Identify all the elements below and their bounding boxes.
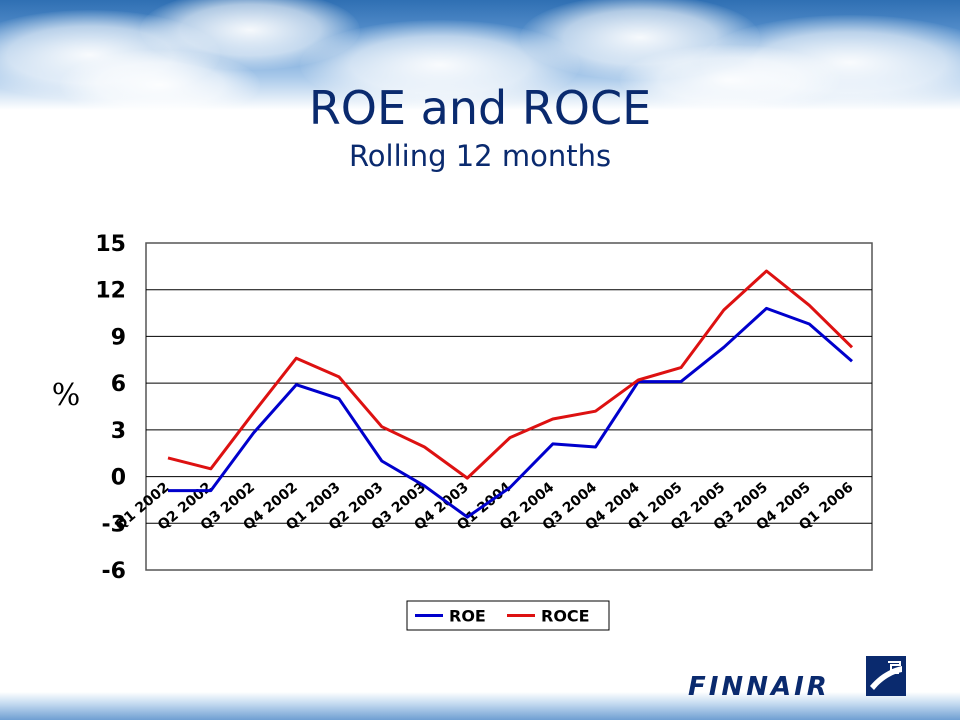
y-axis-label: %: [52, 378, 81, 413]
sky-banner: [0, 0, 960, 110]
brand-wordmark: FINNAIR: [688, 672, 830, 702]
y-tick-label: 9: [111, 325, 126, 350]
finnair-f-logo-icon: [866, 656, 906, 696]
y-tick-label: 6: [111, 372, 126, 397]
footer-bar: [0, 692, 960, 720]
y-tick-label: 0: [111, 466, 126, 491]
page-title: ROE and ROCE: [308, 81, 652, 135]
chart-legend: ROE ROCE: [406, 600, 610, 631]
plot-frame: [145, 242, 873, 571]
legend-label-roce: ROCE: [541, 607, 590, 626]
y-tick-label: -3: [102, 512, 126, 537]
y-tick-label: 15: [95, 232, 126, 257]
y-tick-label: 12: [95, 279, 126, 304]
y-tick-label: -6: [102, 559, 126, 584]
y-tick-label: 3: [111, 419, 126, 444]
series-line-roe: [168, 306, 853, 519]
series-line-roce: [167, 269, 854, 480]
page-subtitle: Rolling 12 months: [348, 139, 612, 173]
legend-label-roe: ROE: [449, 607, 486, 626]
